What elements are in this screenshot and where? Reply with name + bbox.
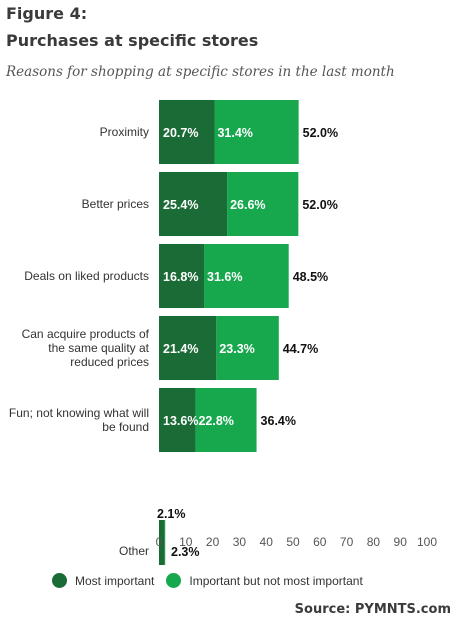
category-label-line: Better prices [82,197,149,211]
legend-item-most-important: Most important [52,573,154,588]
data-label-total-4: 36.4% [261,414,296,428]
category-label-2: Deals on liked products [24,269,149,283]
legend-swatch-most-important [52,573,67,588]
data-label-important-1: 26.6% [230,198,265,212]
data-label-total-3: 44.7% [283,342,318,356]
data-label-most-important-2: 16.8% [163,270,198,284]
legend: Most important Important but not most im… [52,573,375,588]
x-tick-label-5: 50 [286,535,300,549]
bar-most-important-0 [159,100,215,164]
data-label-most-important-3: 21.4% [163,342,198,356]
bar-most-important-2 [159,244,205,308]
figure-label: Figure 4: [6,4,88,23]
data-label-important-3: 23.3% [219,342,254,356]
category-label-line: Can acquire products of [22,327,150,341]
data-label-total-1: 52.0% [302,198,337,212]
data-label-important-2: 31.6% [207,270,242,284]
legend-label-important: Important but not most important [189,573,363,588]
bar-most-important-3 [159,316,217,380]
bar-important-5 [164,520,166,565]
bar-most-important-4 [159,388,196,452]
data-label-most-important-1: 25.4% [163,198,198,212]
bar-important-0 [214,100,299,164]
x-tick-label-3: 30 [233,535,247,549]
data-label-most-important-5: 2.1% [157,507,186,521]
data-label-important-0: 31.4% [217,126,252,140]
category-label-line: be found [102,420,149,434]
bar-most-important-5 [159,520,165,565]
x-tick-label-6: 60 [313,535,327,549]
category-label-5: Other [119,544,149,558]
x-tick-label-9: 90 [394,535,408,549]
x-tick-label-10: 100 [417,535,437,549]
x-tick-label-0: 0 [156,535,163,549]
category-label-line: Deals on liked products [24,269,149,283]
category-label-3: Can acquire products of the same quality … [22,327,150,369]
legend-swatch-important [166,573,182,588]
x-tick-label-2: 20 [206,535,220,549]
legend-item-important: Important but not most important [166,573,363,588]
category-label-line: reduced prices [70,355,149,369]
data-label-total-0: 52.0% [303,126,338,140]
bar-chart: Proximity 20.7% 31.4% 52.0% Better prices 25.… [9,100,437,565]
legend-label-most-important: Most important [75,573,155,588]
category-label-line: the same quality at [48,341,149,355]
data-label-important-4: 22.8% [198,414,233,428]
category-label-line: Fun; not knowing what will [9,406,149,420]
x-tick-label-1: 10 [179,535,193,549]
bar-important-4 [195,388,257,452]
data-label-total-2: 48.5% [293,270,328,284]
category-label-0: Proximity [100,125,149,139]
data-label-total-5: 2.3% [171,545,200,559]
data-label-most-important-0: 20.7% [163,126,198,140]
x-tick-label-7: 70 [340,535,354,549]
category-label-4: Fun; not knowing what will be found [9,406,149,434]
data-label-most-important-4: 13.6% [163,414,198,428]
category-label-line: Proximity [100,125,149,139]
bar-important-3 [216,316,279,380]
source-note: Source: PYMNTS.com [294,602,451,617]
bar-important-2 [204,244,289,308]
category-label-line: Other [119,544,149,558]
bar-most-important-1 [159,172,228,236]
x-tick-label-8: 80 [367,535,381,549]
bar-important-1 [227,172,299,236]
chart-subtitle: Reasons for shopping at specific stores … [6,64,395,80]
chart-title: Purchases at specific stores [6,31,259,50]
category-label-1: Better prices [82,197,149,211]
x-tick-label-4: 40 [260,535,274,549]
